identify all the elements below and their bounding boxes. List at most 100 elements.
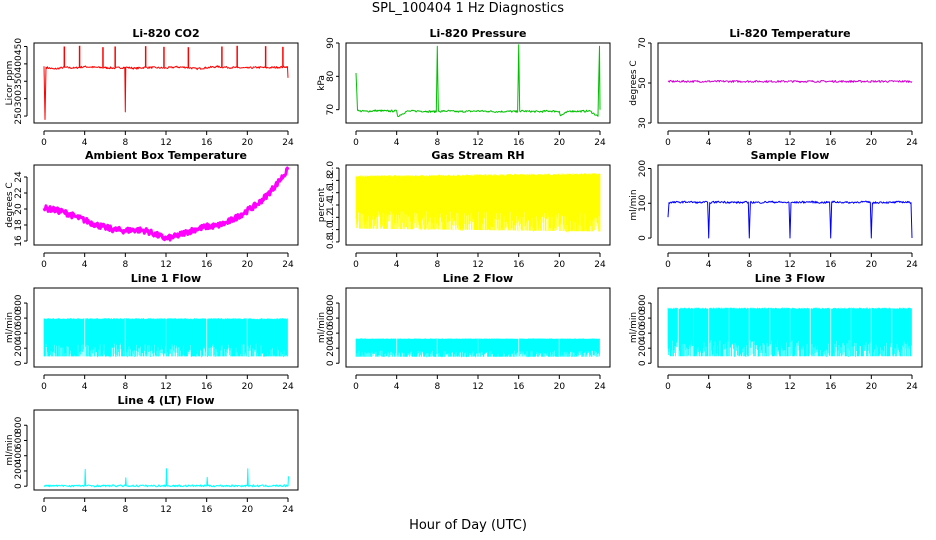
y-tick-label: 18	[14, 219, 24, 231]
x-tick-label: 20	[242, 138, 254, 148]
x-tick-label: 8	[746, 138, 752, 148]
x-tick-label: 16	[201, 382, 213, 392]
y-tick-label: 1.8	[326, 173, 336, 188]
x-tick-label: 8	[122, 260, 128, 270]
data-band	[43, 318, 288, 358]
x-tick-label: 12	[784, 382, 795, 392]
chart-title: Line 2 Flow	[443, 272, 513, 285]
x-tick-label: 24	[282, 505, 294, 515]
x-tick-label: 4	[82, 138, 88, 148]
y-axis-label: ml/min	[5, 312, 15, 343]
y-tick-label: 0	[638, 235, 648, 241]
chart-title: Gas Stream RH	[431, 149, 524, 162]
y-tick-label: 300	[14, 90, 24, 107]
x-tick-label: 4	[706, 138, 712, 148]
data-series-line	[43, 468, 289, 488]
plot-frame	[33, 42, 299, 124]
figure-x-axis-label: Hour of Day (UTC)	[409, 518, 527, 533]
y-tick-label: 2.0	[326, 161, 336, 176]
x-tick-label: 0	[41, 382, 47, 392]
x-tick-label: 4	[82, 505, 88, 515]
y-axis-label: Licor ppm	[5, 61, 15, 106]
x-tick-label: 12	[472, 382, 483, 392]
plot-area	[43, 45, 289, 120]
y-tick-label: 350	[14, 72, 24, 89]
x-tick-label: 16	[201, 505, 213, 515]
y-tick-label: 90	[326, 37, 336, 49]
plot-frame	[33, 409, 299, 491]
x-tick-label: 8	[122, 505, 128, 515]
data-series-line	[355, 44, 601, 118]
x-tick-label: 4	[82, 260, 88, 270]
x-tick-label: 12	[160, 260, 171, 270]
chart-panel-10: Line 4 (LT) Flow ml/min 0 4 8 12 16 20 24 0 200400…	[5, 394, 299, 515]
y-tick-label: 600	[638, 309, 648, 326]
chart-panel-6: Sample Flow ml/min 0 4 8 12 16 20 24 0 100 200	[629, 149, 923, 270]
x-tick-label: 20	[242, 505, 254, 515]
x-tick-label: 24	[906, 382, 918, 392]
chart-panel-2: Li-820 Pressure kPa 0 4 8 12 16 20 24 70 80 90	[317, 27, 611, 148]
x-tick-label: 12	[784, 260, 795, 270]
x-tick-label: 20	[554, 382, 566, 392]
y-tick-label: 800	[638, 294, 648, 311]
x-tick-label: 0	[41, 505, 47, 515]
y-tick-label: 800	[14, 416, 24, 433]
y-tick-label: 0	[14, 483, 24, 489]
plot-frame	[657, 164, 923, 246]
plot-frame	[345, 287, 611, 368]
y-tick-label: 400	[638, 324, 648, 341]
data-band	[355, 173, 601, 233]
y-tick-label: 250	[14, 107, 24, 124]
y-axis-label: ml/min	[629, 312, 639, 343]
plot-area	[43, 468, 289, 488]
y-tick-label: 30	[638, 117, 648, 129]
chart-title: Line 3 Flow	[755, 272, 825, 285]
x-tick-label: 8	[434, 138, 440, 148]
y-axis-label: ml/min	[317, 312, 327, 343]
chart-title: Li-820 Pressure	[430, 27, 527, 40]
x-tick-label: 24	[282, 260, 294, 270]
x-tick-label: 0	[41, 138, 47, 148]
y-tick-label: 400	[14, 324, 24, 341]
x-tick-label: 8	[434, 260, 440, 270]
figure-title: SPL_100404 1 Hz Diagnostics	[371, 1, 565, 16]
y-tick-label: 600	[14, 432, 24, 449]
y-tick-label: 0	[326, 360, 336, 366]
x-tick-label: 0	[665, 260, 671, 270]
x-tick-label: 8	[122, 382, 128, 392]
y-tick-label: 800	[326, 294, 336, 311]
plot-frame	[345, 42, 611, 124]
x-tick-label: 20	[554, 260, 566, 270]
x-tick-label: 24	[906, 260, 918, 270]
y-tick-label: 400	[326, 324, 336, 341]
plot-area	[355, 44, 601, 118]
x-tick-label: 0	[665, 382, 671, 392]
chart-title: Line 4 (LT) Flow	[118, 394, 215, 407]
y-axis-label: ml/min	[629, 189, 639, 220]
chart-title: Line 1 Flow	[131, 272, 201, 285]
y-tick-label: 50	[638, 77, 648, 89]
plot-area	[43, 318, 288, 358]
y-tick-label: 1.4	[326, 198, 336, 213]
y-tick-label: 1.6	[326, 185, 336, 200]
x-tick-label: 20	[554, 138, 566, 148]
data-series-line	[667, 79, 913, 83]
plot-area	[667, 307, 912, 357]
x-tick-label: 8	[746, 382, 752, 392]
x-tick-label: 20	[866, 382, 878, 392]
y-tick-label: 80	[326, 70, 336, 82]
x-tick-label: 12	[784, 138, 795, 148]
x-tick-label: 16	[825, 260, 837, 270]
x-tick-label: 4	[706, 260, 712, 270]
x-tick-label: 12	[160, 138, 171, 148]
x-tick-label: 20	[866, 260, 878, 270]
chart-title: Li-820 Temperature	[729, 27, 850, 40]
y-tick-label: 600	[326, 309, 336, 326]
data-band	[355, 338, 600, 358]
y-tick-label: 200	[14, 462, 24, 479]
y-tick-label: 800	[14, 294, 24, 311]
y-tick-label: 70	[638, 37, 648, 49]
x-tick-label: 20	[242, 260, 254, 270]
